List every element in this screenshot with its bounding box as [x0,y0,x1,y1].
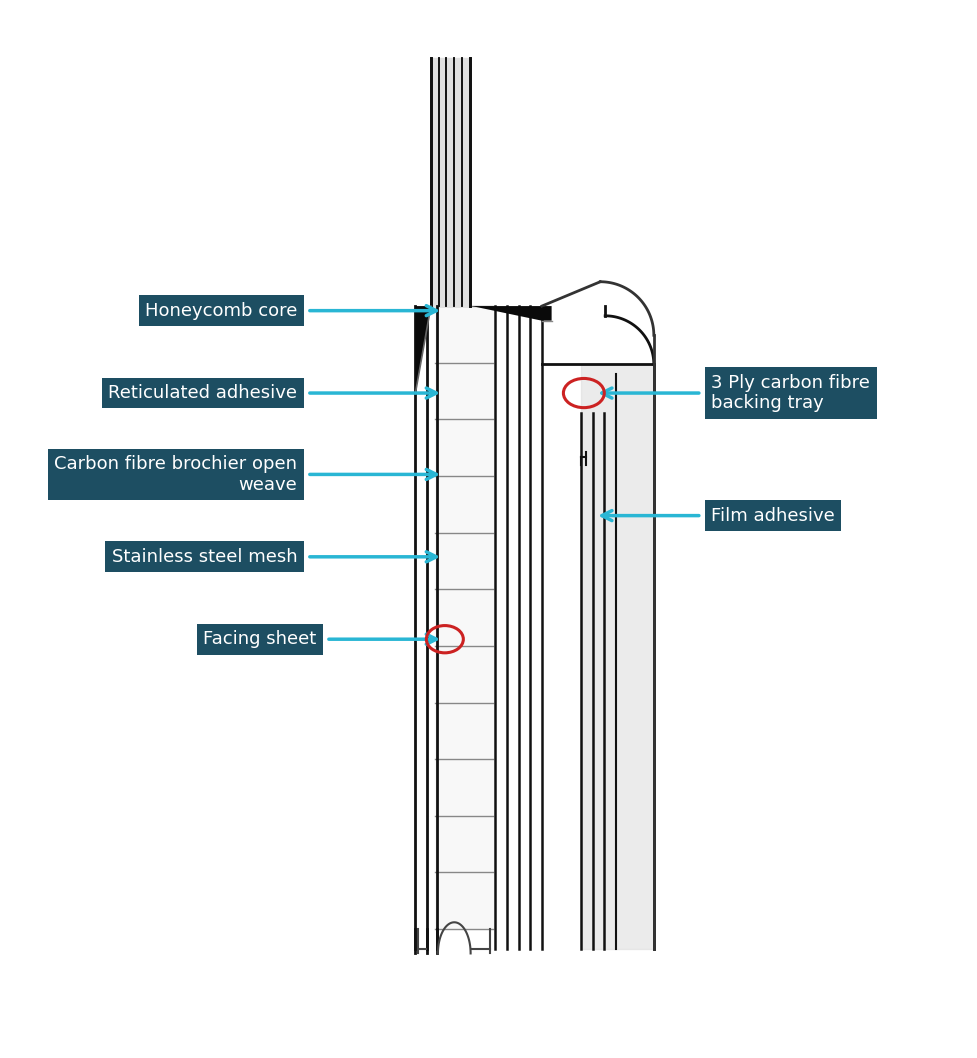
Text: Honeycomb core: Honeycomb core [145,302,297,320]
Polygon shape [435,306,492,929]
Polygon shape [415,306,551,394]
Polygon shape [580,365,654,949]
Text: Film adhesive: Film adhesive [710,507,834,525]
Text: Facing sheet: Facing sheet [203,631,316,649]
Text: Reticulated adhesive: Reticulated adhesive [108,384,297,402]
Polygon shape [431,58,469,306]
Text: 3 Ply carbon fibre
backing tray: 3 Ply carbon fibre backing tray [710,373,870,413]
Text: Carbon fibre brochier open
weave: Carbon fibre brochier open weave [54,455,297,494]
Text: Stainless steel mesh: Stainless steel mesh [111,548,297,566]
